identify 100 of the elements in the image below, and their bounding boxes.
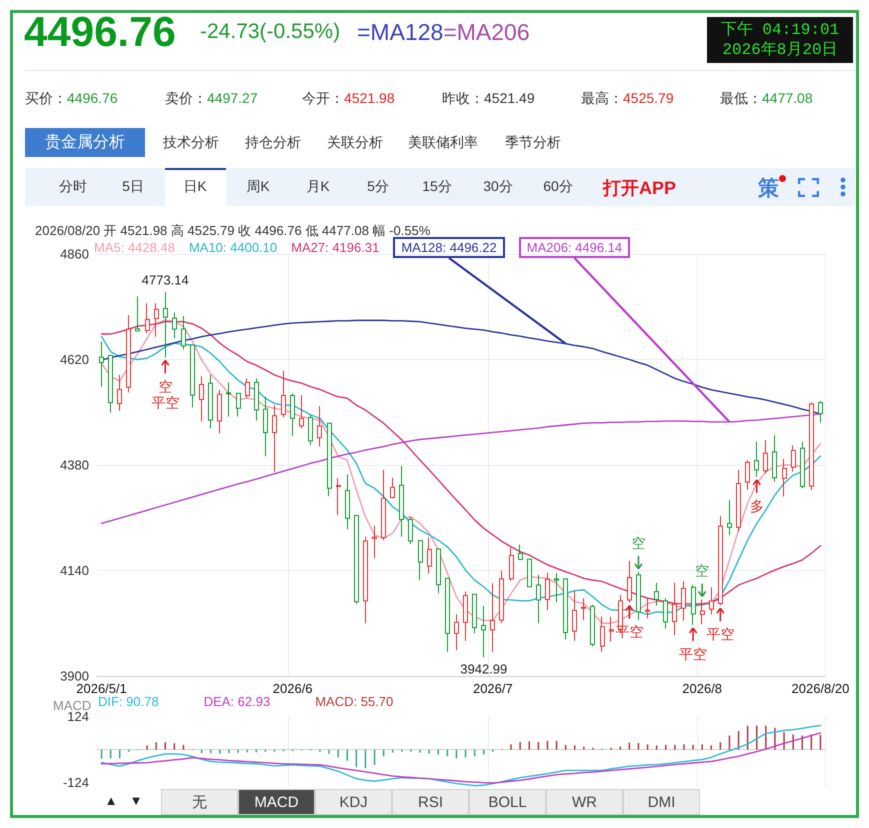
candlestick	[399, 465, 404, 538]
candlestick	[418, 540, 423, 581]
line-series	[100, 732, 822, 784]
candlestick	[554, 572, 559, 603]
text: =MA128	[357, 19, 444, 46]
y-tick-label: 4140	[60, 563, 89, 578]
text: MACD	[238, 789, 315, 815]
text: 贵金属分析	[25, 128, 145, 157]
candlestick	[108, 354, 113, 414]
y-tick-label: -124	[62, 775, 89, 790]
annotation: 空	[695, 562, 710, 579]
text: 4497.27	[207, 90, 258, 108]
annotation: 3942.99	[460, 662, 508, 677]
text: MA206: 4496.14	[518, 237, 630, 258]
candlestick	[463, 591, 468, 642]
text: 美联储利率	[408, 134, 478, 152]
annotation: 平空	[151, 394, 180, 410]
annotation: 4773.14	[142, 272, 189, 288]
text: DEA: 62.93	[204, 694, 270, 709]
candlestick	[245, 378, 250, 399]
text: 今开：	[302, 90, 344, 108]
candlestick	[518, 544, 523, 560]
text: 30分	[483, 178, 513, 196]
text: ▼	[128, 793, 144, 808]
candlestick	[745, 460, 750, 491]
text: 4521.98	[344, 90, 395, 108]
text: 季节分析	[505, 134, 561, 152]
candlestick	[681, 580, 686, 622]
candlestick	[772, 434, 777, 482]
text: 4521.49	[484, 90, 535, 108]
candlestick	[336, 478, 341, 516]
candlestick	[709, 586, 714, 615]
candlestick	[226, 382, 231, 418]
candlestick	[327, 422, 332, 497]
candlestick	[190, 344, 195, 408]
candlestick	[135, 296, 140, 332]
text: 卖价：	[165, 90, 207, 108]
candlestick	[263, 396, 268, 457]
candlestick	[563, 578, 568, 640]
candlestick	[99, 340, 104, 388]
candlestick	[499, 570, 504, 624]
text: MA27: 4196.31	[291, 240, 380, 255]
x-tick-label: 2026/5/1	[76, 681, 127, 696]
text: 最高：	[581, 90, 623, 108]
text: 5日	[122, 178, 144, 196]
text: MA128: 4496.22	[393, 237, 505, 258]
candlestick	[172, 312, 177, 339]
candlestick	[154, 302, 159, 338]
text: BOLL	[469, 789, 546, 815]
text: 4525.79	[623, 90, 674, 108]
annotation: 多	[750, 498, 764, 514]
candlestick	[736, 469, 741, 532]
x-tick-label: 2026/8	[682, 681, 722, 696]
clock-panel: 下午 04:19:01 2026年8月20日	[707, 17, 853, 63]
candlestick	[627, 560, 632, 604]
candlestick	[763, 439, 768, 474]
x-tick-label: 2026/6	[272, 681, 313, 696]
text: DMI	[623, 789, 700, 815]
x-tick-label: 2026/8/20	[792, 681, 850, 696]
candlestick	[809, 402, 814, 491]
line-series	[100, 413, 822, 524]
candlestick	[163, 292, 168, 358]
text: RSI	[392, 789, 469, 815]
candlestick	[281, 370, 286, 418]
text: MA10: 4400.10	[188, 240, 278, 255]
candlestick	[236, 392, 241, 418]
candlestick	[572, 590, 577, 642]
annotation: 平空	[706, 626, 734, 642]
candlestick	[290, 392, 295, 436]
annotation: 空	[158, 378, 172, 394]
text: 持仓分析	[245, 134, 301, 152]
candlestick	[691, 584, 696, 626]
text: 买价：	[25, 90, 67, 108]
candlestick	[545, 572, 550, 611]
candlestick	[481, 606, 486, 658]
text: KDJ	[315, 789, 392, 815]
candlestick	[199, 376, 204, 422]
text: 无	[161, 789, 238, 815]
annotation: 空	[631, 534, 646, 551]
annotation: 平空	[615, 624, 644, 640]
candlestick	[363, 536, 368, 624]
candlestick	[427, 537, 432, 574]
candlestick	[536, 574, 541, 624]
text: MACD: 55.70	[315, 694, 394, 709]
text: -24.73(-0.55%)	[200, 20, 340, 44]
candlestick	[381, 469, 386, 541]
candlestick	[372, 525, 377, 559]
candlestick	[636, 571, 641, 621]
candlestick	[581, 598, 586, 621]
text: MA5: 4428.48	[94, 240, 175, 255]
y-tick-label: 3900	[60, 668, 89, 684]
text: 日K	[183, 178, 207, 196]
candlestick	[208, 374, 213, 430]
candlestick	[117, 374, 122, 412]
y-tick-label: 4380	[60, 458, 89, 472]
text: WR	[546, 789, 623, 815]
candlestick	[472, 594, 477, 634]
text: DIF: 90.78	[98, 694, 159, 709]
candlestick	[609, 616, 614, 642]
candlestick	[527, 558, 532, 588]
